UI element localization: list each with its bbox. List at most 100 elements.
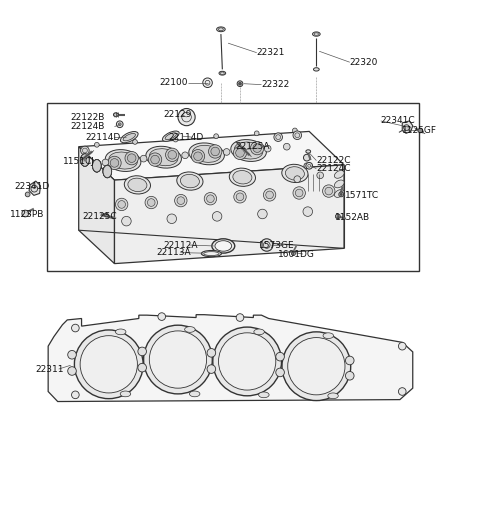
Circle shape: [339, 192, 344, 197]
Ellipse shape: [216, 27, 225, 32]
Ellipse shape: [335, 171, 344, 178]
Ellipse shape: [103, 165, 112, 178]
Circle shape: [254, 131, 259, 136]
Text: 22311: 22311: [36, 364, 64, 374]
Circle shape: [293, 187, 305, 199]
Circle shape: [167, 214, 177, 223]
Text: 22114D: 22114D: [85, 133, 120, 142]
Circle shape: [118, 123, 121, 126]
Ellipse shape: [306, 150, 311, 153]
Ellipse shape: [231, 140, 266, 161]
Circle shape: [68, 351, 76, 359]
Text: 22114D: 22114D: [168, 133, 204, 142]
Text: 1601DG: 1601DG: [278, 249, 315, 259]
Circle shape: [306, 162, 312, 169]
Text: 22122B: 22122B: [71, 112, 105, 122]
Circle shape: [121, 216, 131, 226]
Circle shape: [292, 128, 297, 133]
Ellipse shape: [229, 168, 255, 187]
Ellipse shape: [259, 392, 269, 398]
Bar: [47, 103, 419, 271]
Ellipse shape: [233, 171, 252, 184]
Ellipse shape: [162, 131, 179, 142]
Circle shape: [346, 371, 354, 380]
Circle shape: [218, 333, 276, 390]
Ellipse shape: [114, 113, 118, 117]
Circle shape: [166, 148, 179, 161]
Circle shape: [158, 313, 166, 320]
Text: 22100: 22100: [159, 78, 188, 87]
Circle shape: [206, 195, 214, 202]
Circle shape: [203, 78, 212, 87]
Ellipse shape: [146, 146, 181, 168]
Text: 22341C: 22341C: [381, 117, 415, 125]
Circle shape: [303, 207, 312, 216]
Circle shape: [95, 143, 99, 147]
Circle shape: [110, 158, 119, 167]
Circle shape: [151, 155, 159, 164]
Circle shape: [236, 193, 244, 201]
Circle shape: [266, 191, 274, 199]
Circle shape: [25, 192, 30, 197]
Circle shape: [72, 391, 79, 399]
Polygon shape: [79, 131, 344, 180]
Circle shape: [72, 324, 79, 332]
Text: 22124B: 22124B: [71, 122, 105, 131]
Ellipse shape: [204, 252, 219, 256]
Circle shape: [236, 149, 244, 157]
Circle shape: [295, 189, 303, 197]
Circle shape: [140, 155, 147, 162]
Circle shape: [178, 108, 195, 126]
Ellipse shape: [105, 150, 141, 172]
Circle shape: [398, 388, 406, 396]
Ellipse shape: [120, 131, 138, 143]
Circle shape: [118, 201, 125, 208]
Circle shape: [138, 347, 146, 356]
Text: 1573GE: 1573GE: [259, 241, 295, 249]
Ellipse shape: [103, 165, 112, 178]
Text: 22320: 22320: [350, 58, 378, 67]
Circle shape: [105, 213, 108, 217]
Text: 1151CJ: 1151CJ: [63, 156, 96, 166]
Text: 22125A: 22125A: [235, 142, 270, 151]
Circle shape: [261, 239, 273, 251]
Text: 1123PB: 1123PB: [10, 211, 44, 219]
Ellipse shape: [254, 329, 264, 335]
Polygon shape: [29, 181, 40, 195]
Ellipse shape: [282, 165, 308, 182]
Circle shape: [192, 150, 204, 163]
Circle shape: [282, 332, 351, 401]
Circle shape: [148, 153, 162, 166]
Circle shape: [274, 133, 282, 142]
Circle shape: [213, 327, 281, 396]
Bar: [305, 174, 324, 191]
Circle shape: [264, 189, 276, 201]
Circle shape: [116, 121, 123, 128]
Circle shape: [346, 356, 354, 365]
Circle shape: [253, 144, 262, 152]
Circle shape: [323, 185, 335, 197]
Circle shape: [404, 125, 409, 130]
Circle shape: [194, 152, 202, 160]
Circle shape: [80, 336, 137, 393]
Ellipse shape: [335, 180, 344, 188]
Ellipse shape: [103, 165, 112, 178]
Ellipse shape: [212, 239, 235, 253]
Circle shape: [127, 154, 136, 162]
Ellipse shape: [81, 154, 89, 166]
Ellipse shape: [285, 167, 304, 180]
Circle shape: [204, 193, 216, 205]
Ellipse shape: [124, 176, 151, 194]
Polygon shape: [48, 315, 413, 402]
Text: 22129: 22129: [164, 110, 192, 119]
Circle shape: [116, 198, 128, 211]
Circle shape: [212, 212, 222, 221]
Circle shape: [207, 365, 216, 374]
Circle shape: [144, 325, 212, 394]
Circle shape: [303, 154, 310, 161]
Circle shape: [22, 210, 29, 217]
Ellipse shape: [234, 142, 263, 159]
Text: 22113A: 22113A: [156, 248, 191, 257]
Circle shape: [336, 214, 340, 219]
Circle shape: [145, 196, 157, 208]
